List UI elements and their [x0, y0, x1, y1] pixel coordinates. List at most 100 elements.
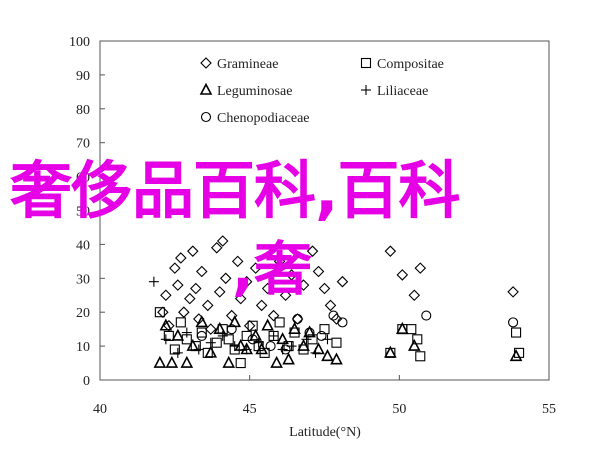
- diamond-point: [249, 262, 262, 274]
- diamond-point: [306, 245, 319, 257]
- diamond-point: [267, 309, 280, 322]
- diamond-point: [184, 292, 196, 305]
- triangle-point: [321, 349, 334, 362]
- circle-point: [247, 334, 258, 345]
- square-point: [415, 351, 426, 362]
- diamond-point: [330, 313, 343, 325]
- diamond-point: [414, 262, 427, 274]
- plus-point: [310, 347, 321, 358]
- plus-point: [268, 330, 279, 341]
- triangle-point: [288, 321, 301, 334]
- legend-item: Leguminosae: [199, 82, 292, 99]
- triangle-point: [228, 315, 242, 328]
- plus-point: [241, 344, 252, 355]
- x-tick-label: 50: [392, 402, 406, 417]
- triangle-point: [270, 355, 283, 368]
- plot-area: [99, 40, 550, 381]
- y-tick-label: 10: [76, 340, 90, 355]
- triangle-point: [255, 342, 268, 355]
- plus-point: [172, 347, 183, 358]
- y-tick-label: 70: [76, 137, 90, 152]
- circle-point: [328, 310, 339, 321]
- triangle-point: [384, 345, 397, 358]
- legend-label: Chenopodiaceae: [217, 111, 310, 126]
- y-tick-label: 90: [76, 69, 90, 84]
- square-point: [319, 324, 330, 335]
- circle-point: [508, 317, 519, 328]
- y-tick-label: 0: [83, 374, 90, 389]
- triangle-point: [261, 318, 274, 331]
- triangle-point: [407, 338, 421, 351]
- x-tick-label: 40: [93, 402, 107, 417]
- diamond-point: [261, 282, 274, 295]
- diamond-point: [285, 269, 298, 281]
- circle-point: [265, 341, 276, 352]
- watermark-text-main: 奢侈品百科,百科: [10, 154, 461, 227]
- diamond-point: [408, 289, 421, 302]
- diamond-point: [507, 286, 519, 298]
- data-points: [148, 235, 525, 369]
- diamond-point: [178, 306, 190, 318]
- diamond-point: [201, 299, 214, 312]
- square-point: [406, 324, 417, 335]
- diamond-point: [384, 245, 397, 257]
- triangle-point: [171, 328, 185, 341]
- triangle-point: [297, 338, 310, 351]
- diamond-point: [318, 282, 331, 295]
- plus-point: [205, 337, 216, 348]
- triangle-point: [276, 332, 289, 345]
- square-point: [223, 334, 234, 345]
- legend-diamond-icon: [200, 57, 212, 69]
- y-tick-label: 50: [76, 205, 90, 220]
- legend-label: Compositae: [377, 57, 444, 72]
- legend-item: Liliaceae: [361, 84, 428, 99]
- legend-item: Chenopodiaceae: [200, 111, 310, 126]
- circle-point: [280, 344, 291, 355]
- triangle-point: [282, 352, 295, 365]
- diamond-point: [297, 279, 310, 291]
- diamond-point: [195, 265, 208, 278]
- diamond-point: [225, 309, 238, 322]
- diamond-point: [175, 252, 187, 264]
- y-tick-label: 60: [76, 171, 90, 186]
- triangle-point: [165, 355, 179, 368]
- y-tick-label: 30: [76, 272, 90, 287]
- square-point: [247, 320, 258, 331]
- legend-square-icon: [360, 57, 372, 69]
- plus-point: [217, 330, 228, 341]
- legend-item: Gramineae: [200, 57, 278, 72]
- legend-label: Leguminosae: [217, 84, 292, 99]
- diamond-point: [273, 255, 286, 268]
- legend: Gramineae Compositae Leguminosae Liliaceae C…: [199, 57, 444, 126]
- triangle-point: [204, 345, 218, 358]
- triangle-point: [234, 338, 248, 351]
- diamond-point: [213, 286, 226, 298]
- triangle-point: [153, 355, 167, 368]
- watermark-text-secondary: ,奢: [232, 235, 313, 303]
- diamond-point: [172, 279, 184, 291]
- circle-point: [337, 317, 348, 328]
- square-point: [241, 330, 252, 341]
- square-point: [274, 317, 285, 328]
- y-axis: 0 10 20 30 40 50 60 70 80 90 100: [69, 35, 105, 389]
- plus-point: [193, 344, 204, 355]
- triangle-point: [222, 355, 236, 368]
- diamond-point: [219, 272, 232, 285]
- square-point: [511, 327, 522, 338]
- diamond-point: [336, 275, 349, 288]
- diamond-point: [216, 235, 229, 247]
- square-point: [412, 334, 423, 345]
- x-axis-title: Latitude(°N): [289, 425, 361, 440]
- circle-point: [292, 313, 303, 325]
- diamond-point: [231, 255, 244, 268]
- diamond-point: [234, 292, 247, 305]
- y-tick-label: 100: [69, 35, 90, 50]
- triangle-point: [186, 338, 200, 351]
- circle-point: [421, 310, 432, 321]
- diamond-point: [312, 265, 325, 278]
- plus-point: [229, 341, 240, 352]
- diamond-point: [396, 269, 409, 281]
- plus-point: [160, 334, 171, 345]
- diamond-point: [163, 319, 175, 332]
- square-point: [169, 344, 180, 355]
